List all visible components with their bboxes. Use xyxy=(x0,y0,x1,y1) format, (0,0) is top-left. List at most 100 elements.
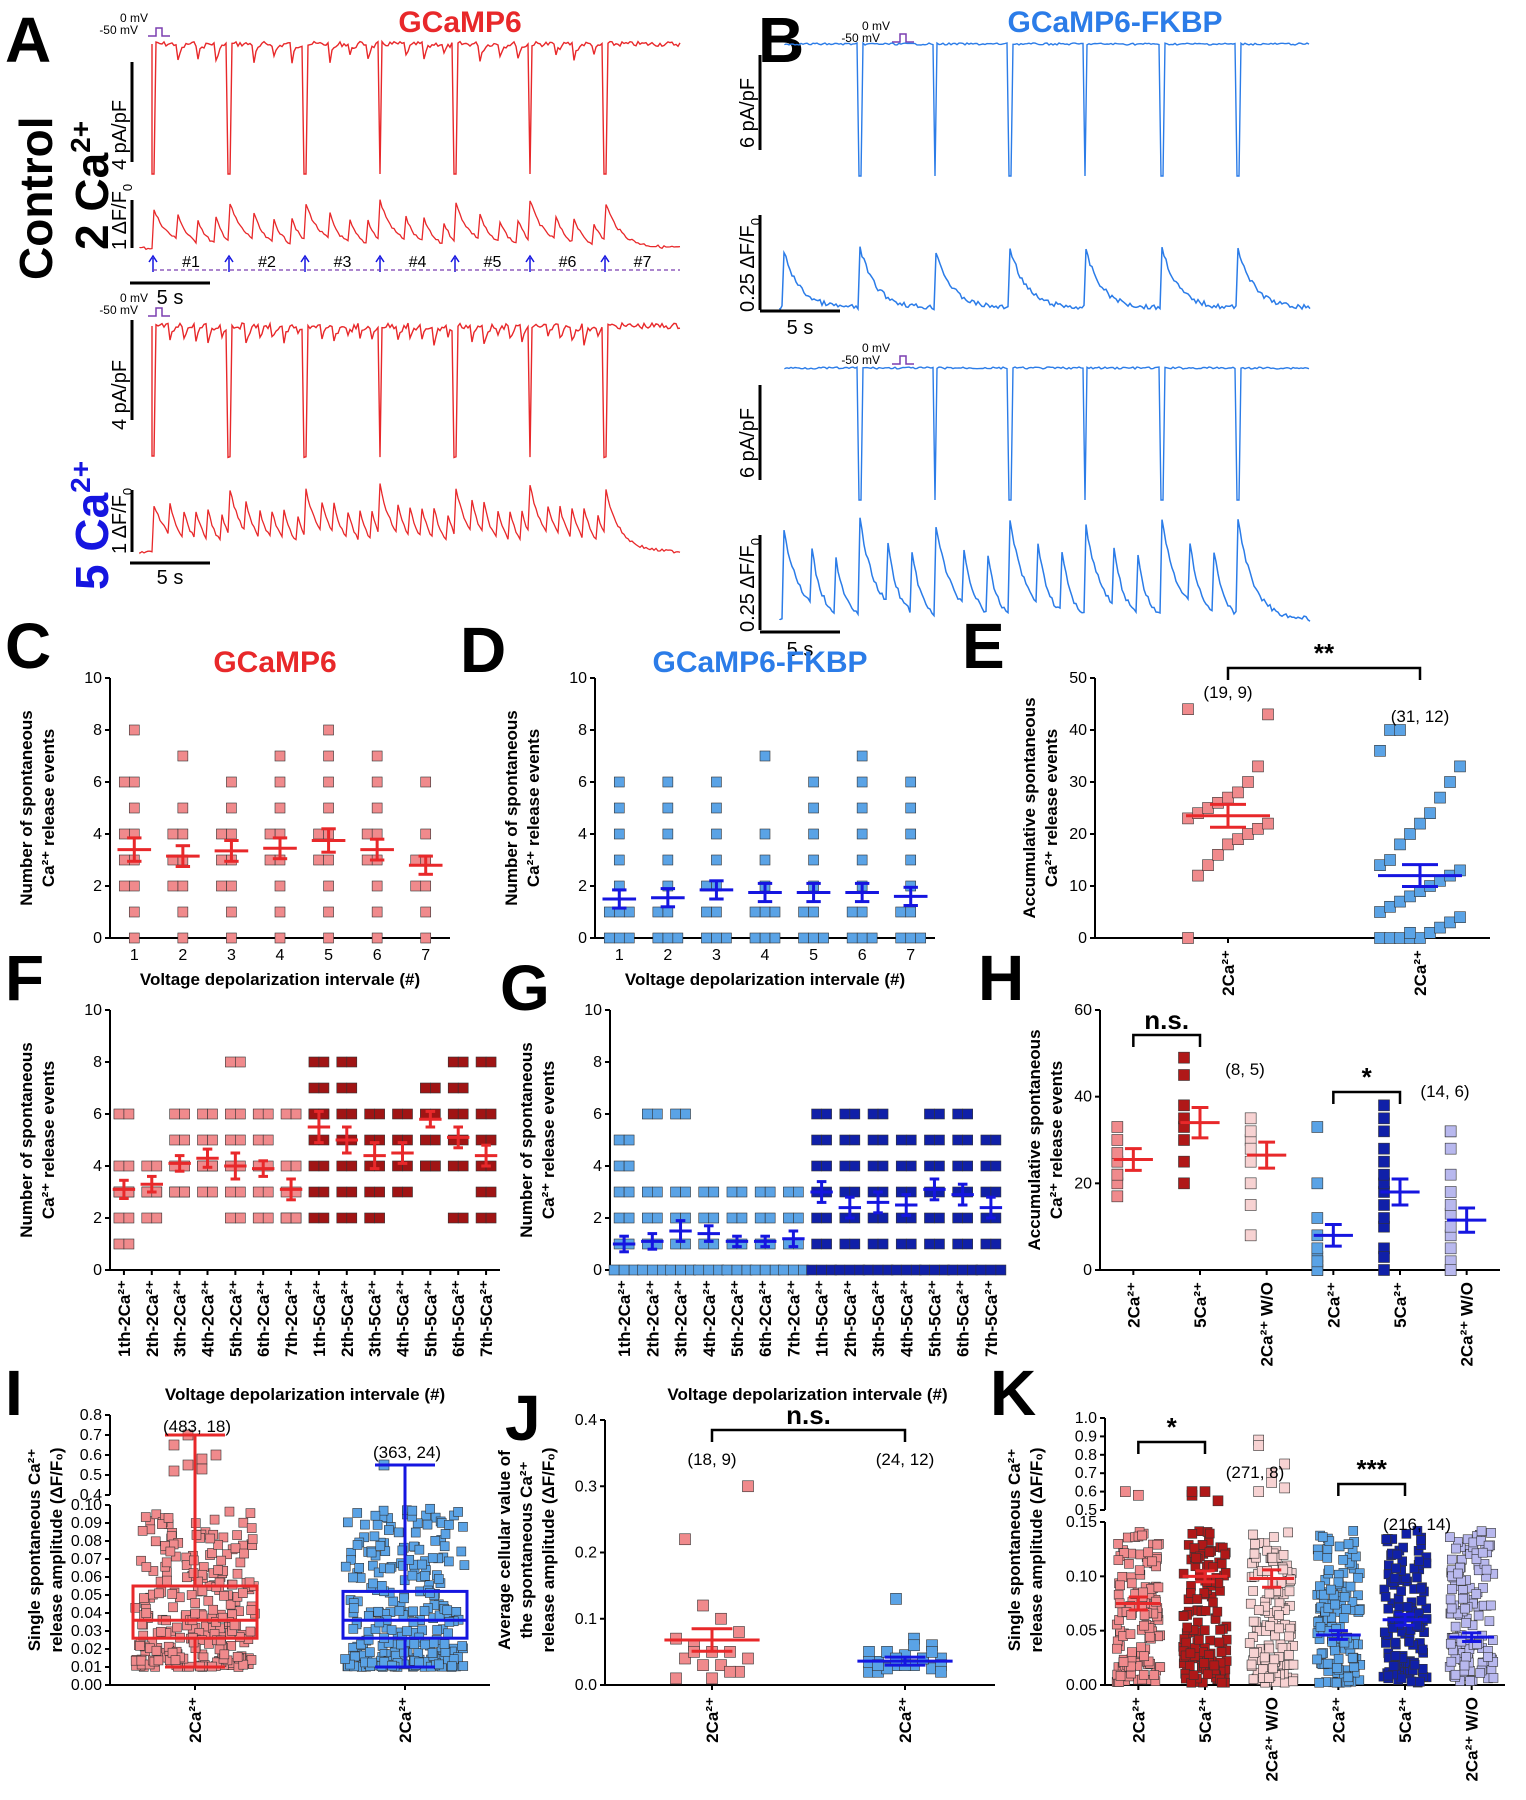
data-point xyxy=(262,1212,274,1224)
x-tick-label-f-text: 2th-5Ca²⁺ xyxy=(338,1280,357,1357)
data-point xyxy=(427,1648,438,1658)
data-point xyxy=(764,1212,776,1224)
data-point xyxy=(867,1160,879,1172)
y-label-k: Single spontaneous Ca²⁺ release amplitude… xyxy=(1005,1447,1046,1652)
n-label-j-2: (24, 12) xyxy=(876,1450,935,1469)
significance-label: * xyxy=(1362,1062,1373,1092)
panel-f: 0 2 4 6 8 10 Number of spontaneous Ca²⁺ release… xyxy=(17,1002,500,1404)
df-subscript: 0 xyxy=(120,488,135,495)
y-label-k-line: Single spontaneous Ca²⁺ xyxy=(1005,1449,1024,1652)
data-point xyxy=(352,1508,363,1518)
data-point xyxy=(219,1649,230,1660)
data-point xyxy=(905,906,917,918)
data-point xyxy=(417,1559,427,1570)
data-point xyxy=(1284,1650,1294,1660)
y-label-c-line: Number of spontaneous xyxy=(17,710,36,906)
data-point xyxy=(113,1238,125,1250)
data-point xyxy=(1415,1676,1425,1687)
data-point xyxy=(1133,1489,1144,1501)
data-point xyxy=(1401,1529,1412,1539)
x-tick-label-g: 2th-5Ca²⁺ xyxy=(841,1280,860,1357)
data-point xyxy=(1115,1580,1125,1591)
data-point xyxy=(1113,1539,1123,1549)
data-point xyxy=(447,1056,459,1068)
data-point xyxy=(703,1264,715,1276)
data-point xyxy=(408,1617,419,1627)
data-point xyxy=(232,1652,243,1662)
y-tick-label: 4 xyxy=(93,826,102,843)
data-point xyxy=(1391,1563,1401,1574)
data-point xyxy=(877,1160,889,1172)
data-point xyxy=(1374,906,1386,918)
data-point xyxy=(246,1655,257,1665)
data-point xyxy=(274,932,286,944)
data-point xyxy=(1444,1168,1457,1181)
x-tick-label-h: 5Ca²⁺ xyxy=(1191,1282,1210,1328)
data-point xyxy=(177,750,189,762)
data-point xyxy=(366,1547,377,1558)
data-point xyxy=(378,1505,389,1516)
data-point xyxy=(1111,1121,1124,1133)
data-point xyxy=(458,1521,468,1532)
data-point xyxy=(172,1622,182,1633)
x-tick-label-g-text: 6th-5Ca²⁺ xyxy=(954,1280,973,1357)
data-point xyxy=(919,1264,930,1276)
x-tick-label-f: 7th-5Ca²⁺ xyxy=(477,1280,496,1357)
x-tick-label-f-text: 6th-5Ca²⁺ xyxy=(449,1280,468,1357)
data-point xyxy=(1252,760,1264,773)
data-point xyxy=(867,1238,879,1250)
x-tick-label-k-text: 2Ca²⁺ W/O xyxy=(1263,1697,1282,1782)
data-point xyxy=(447,1661,457,1672)
data-point xyxy=(662,906,674,918)
x-tick-label-j-text: 2Ca²⁺ xyxy=(896,1697,915,1743)
data-point xyxy=(1279,1482,1290,1494)
x-tick-label-j-text: 2Ca²⁺ xyxy=(703,1697,722,1743)
data-point xyxy=(895,906,907,918)
data-point xyxy=(1477,1547,1488,1558)
x-tick-label-g-text: 6th-2Ca²⁺ xyxy=(756,1280,775,1357)
data-point xyxy=(698,1212,710,1224)
data-point xyxy=(1185,1648,1196,1659)
data-point xyxy=(613,776,625,788)
data-point xyxy=(1418,1644,1428,1655)
data-point xyxy=(336,1056,348,1068)
data-point xyxy=(245,1626,256,1637)
data-point xyxy=(731,1264,743,1276)
data-point xyxy=(905,1186,917,1198)
scale-label-df-b1: 0.25 ΔF/F0 xyxy=(737,218,763,312)
data-point xyxy=(749,932,761,944)
data-point xyxy=(374,1134,385,1146)
data-point xyxy=(1341,1604,1351,1614)
data-point xyxy=(420,1082,431,1094)
data-point xyxy=(364,1212,375,1224)
data-point xyxy=(388,1596,399,1607)
x-tick-label-h: 2Ca²⁺ W/O xyxy=(1458,1282,1477,1367)
data-point xyxy=(1378,1212,1390,1224)
data-point xyxy=(613,828,625,840)
x-tick-label-e-text: 2Ca²⁺ xyxy=(1411,950,1430,996)
data-point xyxy=(863,1646,875,1658)
data-point xyxy=(711,802,722,814)
data-point xyxy=(113,1160,125,1172)
data-point xyxy=(432,1625,442,1635)
y-tick-label: 2 xyxy=(93,878,102,895)
data-point xyxy=(308,1186,320,1198)
data-point xyxy=(856,906,868,918)
data-point xyxy=(225,1599,236,1610)
data-point xyxy=(1259,1652,1270,1663)
data-point xyxy=(759,828,771,840)
y-label-j-line: release amplitude (ΔF/F₀) xyxy=(539,1447,558,1652)
data-point xyxy=(1192,1594,1203,1604)
data-point xyxy=(1249,1647,1259,1658)
data-point xyxy=(354,1562,364,1573)
data-point xyxy=(613,1160,625,1172)
data-point xyxy=(197,1586,208,1596)
data-point xyxy=(1244,1142,1257,1155)
mv0-label-a2: 0 mV xyxy=(120,291,148,305)
data-point xyxy=(247,1534,258,1544)
data-point xyxy=(783,1186,794,1198)
data-point xyxy=(475,1212,487,1224)
data-point xyxy=(430,1082,441,1094)
data-point xyxy=(346,1186,358,1198)
data-point xyxy=(1347,1597,1358,1607)
